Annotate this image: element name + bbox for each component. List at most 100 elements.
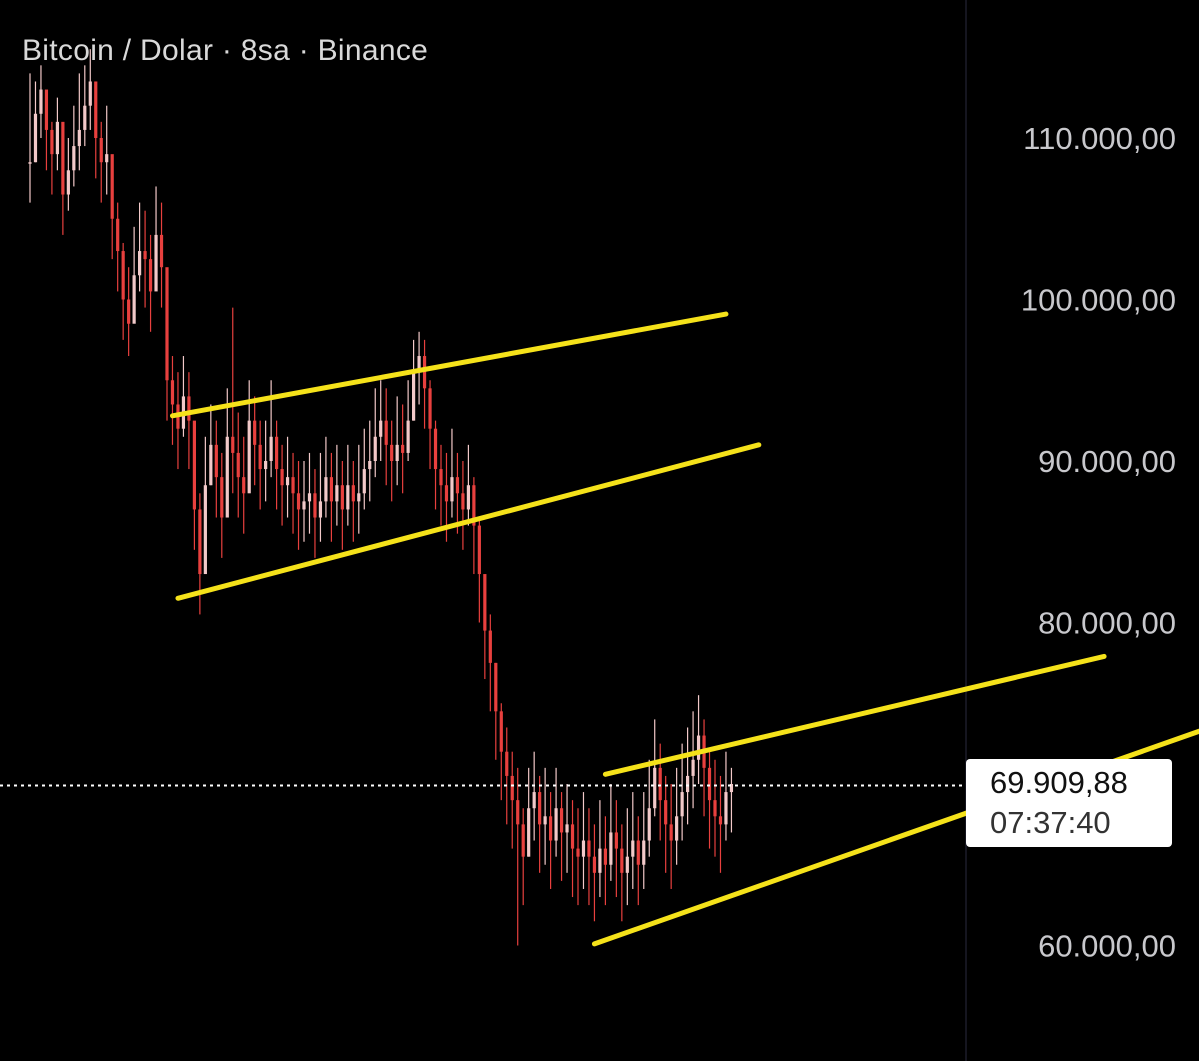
candle-body [105, 154, 109, 163]
candle-body [439, 469, 443, 486]
candle-body [275, 436, 279, 470]
candle-body [351, 485, 355, 502]
trendlines-layer[interactable] [169, 311, 1199, 947]
candle-body [50, 129, 54, 155]
candle-body [368, 461, 372, 470]
y-tick-label: 100.000,00 [1021, 283, 1176, 318]
candle-body [258, 444, 262, 470]
candle-body [488, 630, 492, 663]
candle-body [242, 477, 246, 494]
candle-body [88, 81, 92, 106]
candle-body [636, 840, 640, 865]
candle-body [729, 784, 734, 793]
candle-body [318, 501, 323, 518]
candle-body [209, 444, 213, 486]
candle-body [143, 251, 147, 260]
candle-body [170, 380, 175, 405]
candle-body [428, 388, 432, 429]
candle-body [285, 477, 290, 486]
candle-body [658, 767, 662, 801]
candle-body [66, 170, 70, 195]
candle-body [362, 469, 366, 494]
candle-body [417, 356, 421, 373]
candle-body [609, 832, 613, 865]
y-tick-label: 80.000,00 [1038, 606, 1176, 641]
candle-body [231, 436, 235, 453]
candle-body [461, 493, 465, 510]
candle-body [707, 767, 712, 801]
candle-body [159, 234, 164, 268]
candle-body [675, 816, 679, 841]
candle-body [664, 800, 668, 825]
candle-body [642, 840, 646, 865]
candle-body [422, 356, 427, 389]
candle-body [61, 121, 65, 195]
candle-body [373, 436, 377, 461]
candle-body [384, 420, 388, 445]
candle-body [444, 485, 449, 502]
candle-body [570, 824, 575, 849]
candle-body [83, 105, 87, 130]
candle-body [127, 299, 131, 324]
candle-body [148, 259, 153, 292]
candle-body [516, 800, 520, 825]
candle-body [203, 485, 207, 575]
candle-body [165, 267, 169, 381]
candle-body [269, 436, 273, 461]
candle-body [99, 138, 103, 163]
candle-body [412, 372, 416, 421]
y-tick-label: 60.000,00 [1038, 929, 1176, 964]
candle-body [357, 493, 361, 502]
candle-body [598, 848, 602, 873]
candle-countdown: 07:37:40 [990, 805, 1111, 841]
candle-body [466, 485, 470, 510]
candle-body [680, 792, 684, 817]
candle-body [521, 824, 525, 857]
candle-body [433, 428, 438, 470]
candle-body [110, 154, 114, 219]
candle-body [324, 477, 328, 502]
candle-body [565, 824, 569, 833]
candle-body [505, 751, 509, 776]
candle-body [499, 711, 503, 752]
candle-body [187, 396, 191, 421]
candle-body [718, 816, 723, 825]
candle-body [132, 275, 136, 324]
candle-body [603, 848, 607, 865]
candle-body [154, 234, 158, 292]
candles-layer [28, 49, 734, 946]
candle-body [554, 808, 558, 841]
candle-body [247, 420, 251, 494]
candle-body [696, 735, 701, 760]
candle-body [33, 113, 38, 163]
price-axis[interactable]: 110.000,00 100.000,00 90.000,00 80.000,00 60… [1021, 121, 1176, 964]
candle-body [625, 856, 629, 873]
candle-body [253, 420, 257, 445]
candle-body [44, 89, 49, 130]
trendline-3[interactable] [602, 653, 1107, 777]
candle-body [296, 493, 301, 510]
candle-body [192, 420, 196, 510]
candle-body [538, 792, 542, 825]
candle-body [587, 840, 591, 857]
candle-body [559, 808, 564, 833]
trendline-2[interactable] [175, 442, 762, 601]
candle-body [532, 792, 536, 809]
trendline-1[interactable] [169, 311, 729, 419]
candle-body [472, 485, 476, 526]
candle-body [543, 816, 547, 825]
candle-body [401, 444, 405, 453]
candle-body [340, 485, 344, 510]
candle-body [379, 420, 383, 437]
symbol-title[interactable]: Bitcoin / Dolar · 8sa · Binance [22, 34, 429, 67]
current-price-badge: 69.909,88 07:37:40 [966, 759, 1172, 848]
candle-body [264, 461, 268, 470]
candle-body [581, 840, 586, 857]
candle-body [55, 121, 59, 155]
candle-body [138, 251, 142, 276]
candle-body [450, 477, 454, 502]
candle-body [477, 525, 481, 575]
